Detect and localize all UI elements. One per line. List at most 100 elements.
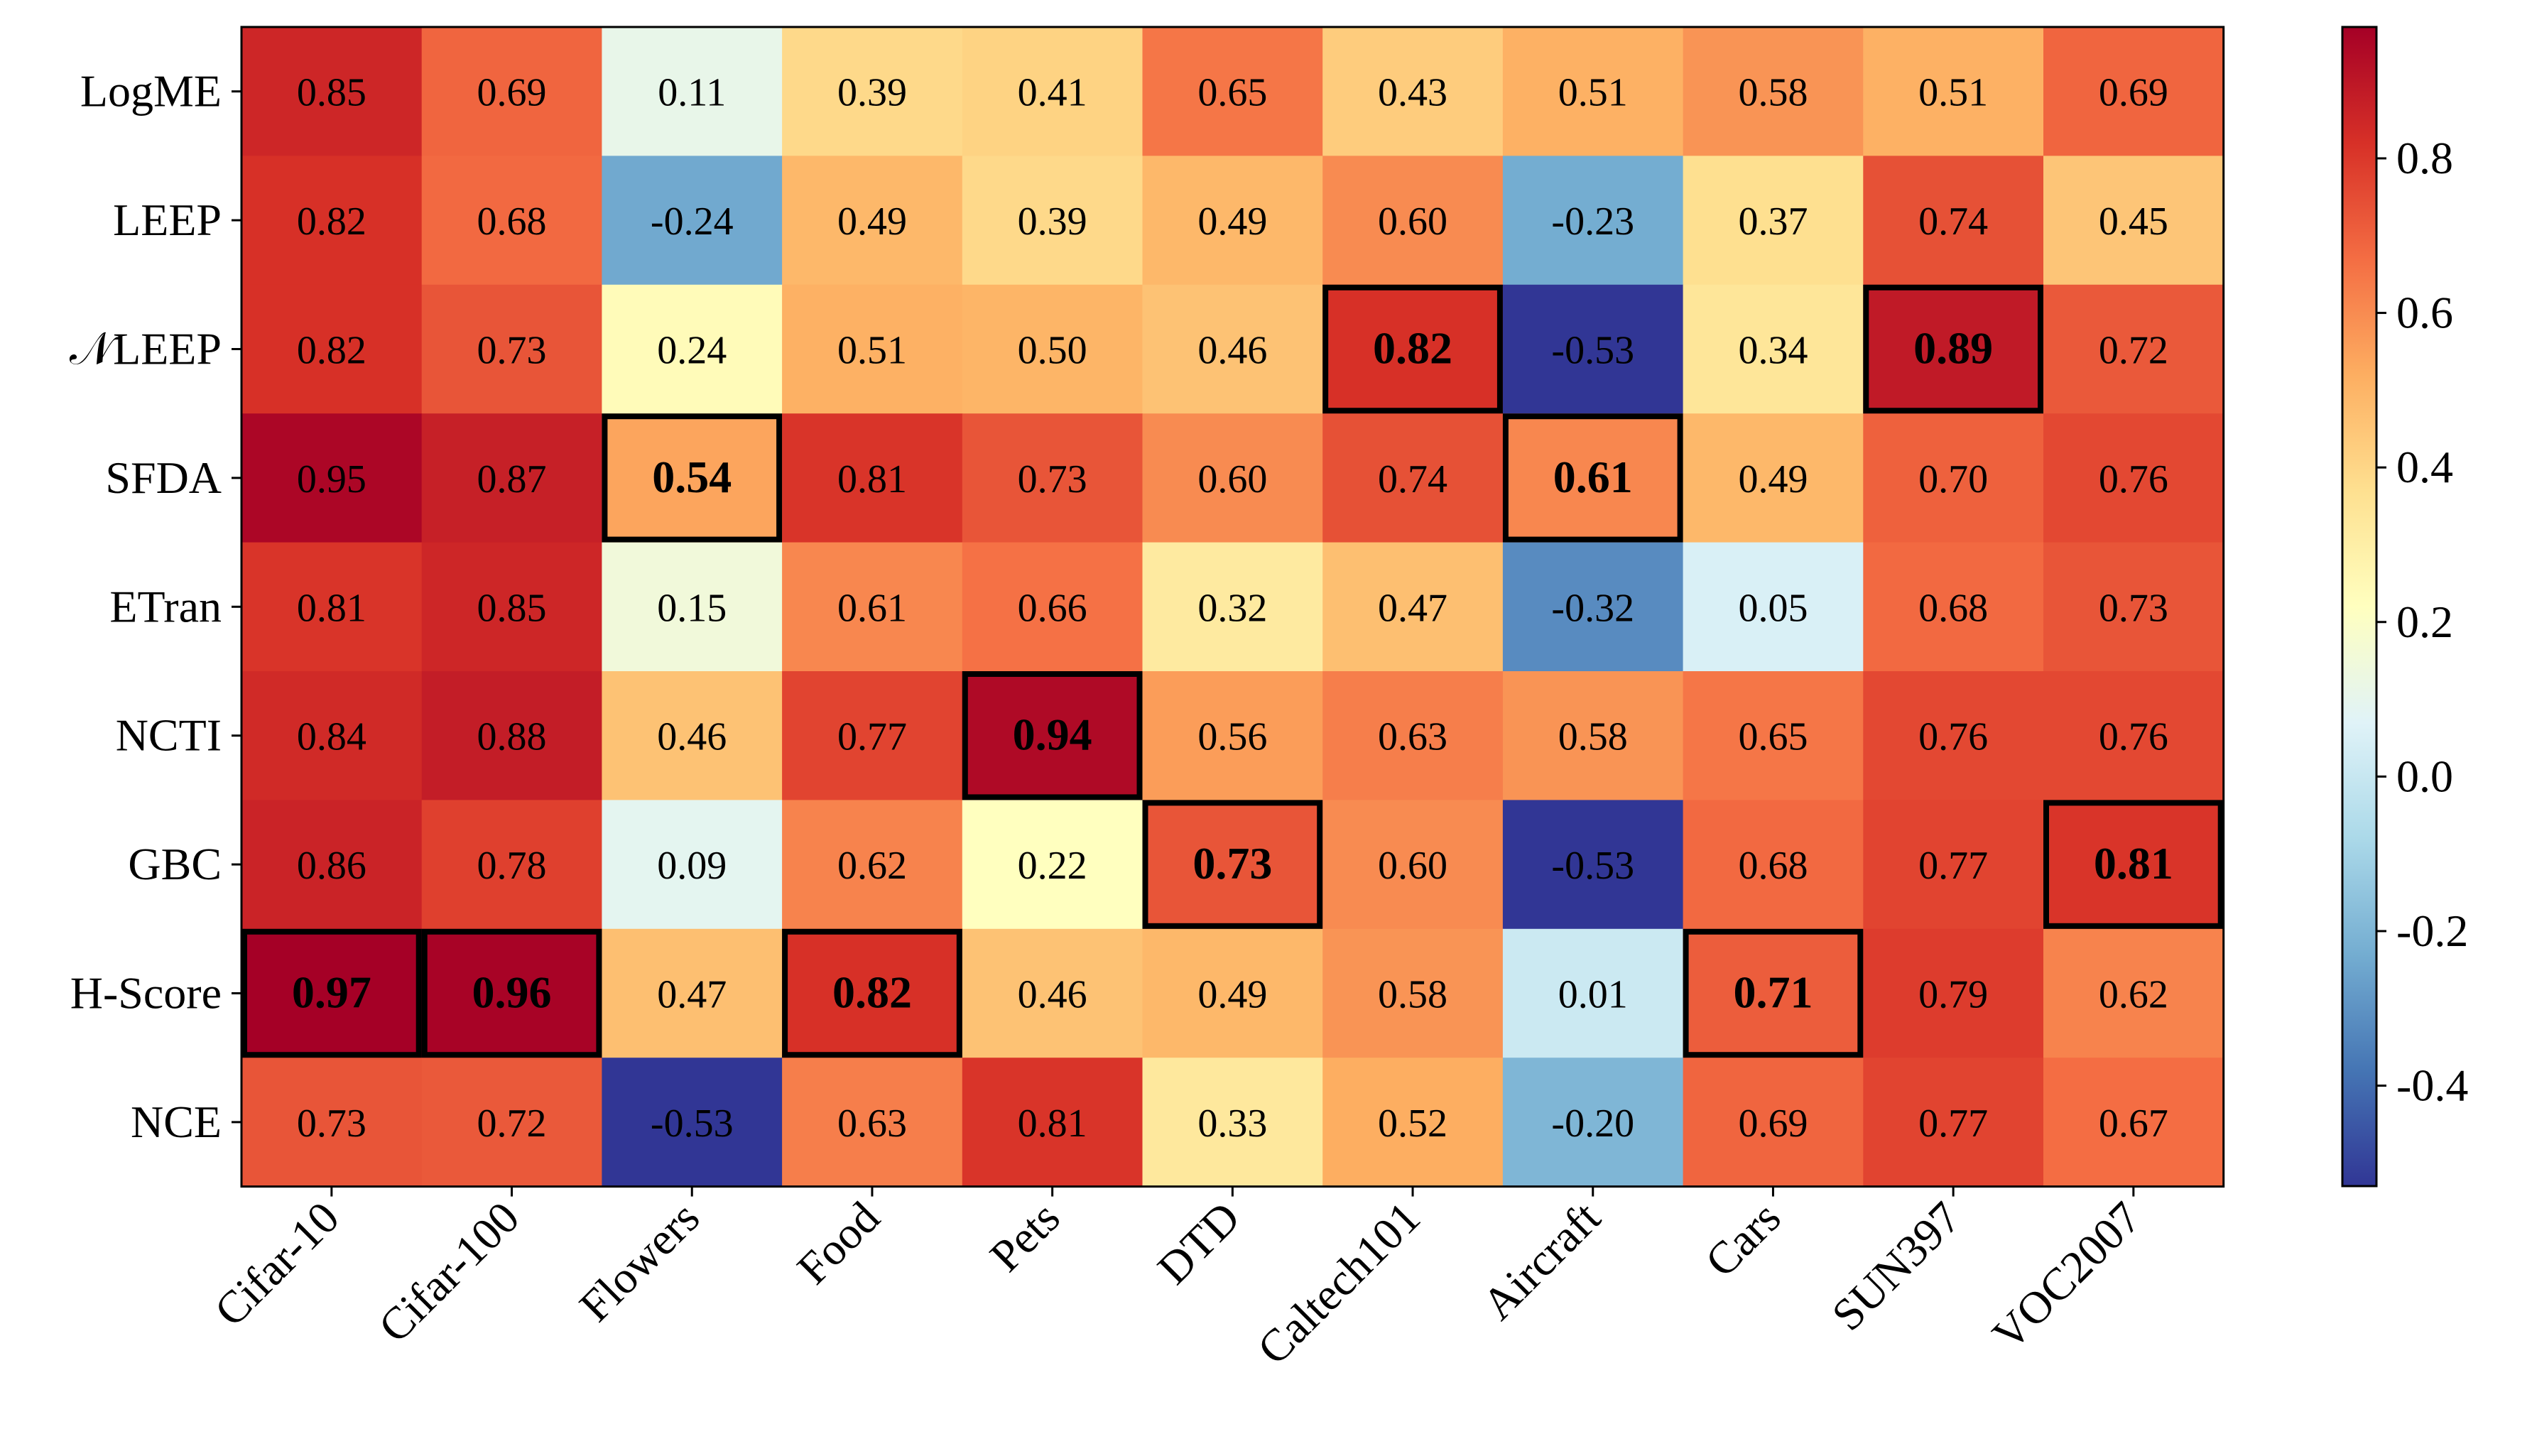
heatmap-cell xyxy=(1863,800,2044,930)
heatmap-cell xyxy=(962,1058,1143,1188)
x-tick-label-sun397: SUN397 xyxy=(1822,1192,1970,1340)
cell-value-label: 0.77 xyxy=(837,715,907,759)
heatmap-cell xyxy=(1683,800,1864,930)
heatmap-cell xyxy=(602,542,783,672)
cell-value-label: 0.76 xyxy=(2099,715,2168,759)
heatmap-cell xyxy=(1142,800,1323,930)
heatmap-cell xyxy=(1502,800,1684,930)
cell-value-label: 0.76 xyxy=(1918,715,1988,759)
cell-value-label: 0.46 xyxy=(657,715,727,759)
cell-value-label: 0.22 xyxy=(1018,844,1087,888)
heatmap-cell xyxy=(1502,413,1684,543)
heatmap-cell xyxy=(1502,1058,1684,1188)
cell-value-label: 0.69 xyxy=(477,71,547,115)
best-score-box xyxy=(1863,284,2044,414)
cell-value-label: 0.61 xyxy=(1553,452,1633,502)
cell-value-label: 0.46 xyxy=(1197,329,1267,373)
heatmap-cell xyxy=(782,27,963,156)
heatmap-cell xyxy=(2043,542,2224,672)
heatmap-cell xyxy=(2043,800,2224,930)
best-score-box xyxy=(602,413,783,543)
cell-value-label: 0.70 xyxy=(1918,457,1988,501)
cell-value-label: 0.71 xyxy=(1733,967,1813,1018)
x-tick-label-food: Food xyxy=(788,1192,889,1293)
heatmap-cell xyxy=(421,413,602,543)
heatmap-cell xyxy=(241,413,423,543)
cell-value-label: 0.89 xyxy=(1913,323,1993,374)
cell-value-label: 0.09 xyxy=(657,844,727,888)
x-tick-label-cifar-100: Cifar-100 xyxy=(369,1192,528,1352)
cell-value-label: 0.81 xyxy=(1018,1102,1087,1146)
cell-value-label: 0.77 xyxy=(1918,844,1988,888)
cell-value-label: 0.65 xyxy=(1197,71,1267,115)
cell-value-label: 0.96 xyxy=(472,967,552,1018)
cell-value-label: 0.87 xyxy=(477,457,547,501)
cell-value-label: 0.11 xyxy=(658,71,726,115)
cell-value-label: 0.63 xyxy=(837,1102,907,1146)
cell-value-label: 0.60 xyxy=(1378,844,1447,888)
cell-value-label: 0.45 xyxy=(2099,200,2168,244)
y-tick-label-logme: LogME xyxy=(80,66,222,116)
heatmap-cell xyxy=(782,1058,963,1188)
heatmap-cell xyxy=(2043,671,2224,800)
cell-value-label: 0.61 xyxy=(837,586,907,630)
heatmap-cell xyxy=(962,542,1143,672)
cell-value-label: 0.76 xyxy=(2099,457,2168,501)
cell-value-label: 0.58 xyxy=(1378,973,1447,1017)
cell-value-label: 0.73 xyxy=(2099,586,2168,630)
colorbar-bar xyxy=(2341,26,2378,1188)
cell-value-label: 0.82 xyxy=(832,967,912,1018)
heatmap-cell xyxy=(421,542,602,672)
colorbar: -0.4 -0.2 0.0 0.2 0.4 0.6 0.8 xyxy=(2341,26,2468,1188)
heatmap-cell xyxy=(602,671,783,800)
x-tick-label-caltech101: Caltech101 xyxy=(1248,1192,1430,1374)
heatmap-cell xyxy=(782,284,963,414)
y-tick-label-ncti: NCTI xyxy=(116,710,222,761)
cell-value-label: 0.82 xyxy=(297,329,366,373)
heatmap-cell xyxy=(962,27,1143,156)
cell-value-label: 0.77 xyxy=(1918,1102,1988,1146)
heatmap-cell xyxy=(1863,284,2044,414)
cell-value-label: 0.15 xyxy=(657,586,727,630)
colorbar-tick-label: -0.2 xyxy=(2396,906,2468,956)
x-tick-label-dtd: DTD xyxy=(1148,1192,1249,1293)
heatmap-cell xyxy=(241,671,423,800)
cell-value-label: 0.85 xyxy=(477,586,547,630)
heatmap-cell xyxy=(241,928,423,1058)
heatmap-cell xyxy=(241,156,423,286)
cell-value-label: 0.81 xyxy=(297,586,366,630)
heatmap-cell xyxy=(782,671,963,800)
x-tick-label-flowers: Flowers xyxy=(570,1192,709,1331)
cell-value-label: 0.47 xyxy=(657,973,727,1017)
best-score-box xyxy=(421,928,602,1058)
heatmap-cell xyxy=(2043,1058,2224,1188)
colorbar-tick-label: 0.8 xyxy=(2396,133,2453,183)
heatmap-cell xyxy=(602,800,783,930)
heatmap-cell xyxy=(1863,413,2044,543)
cell-value-label: 0.24 xyxy=(657,329,727,373)
best-score-highlights xyxy=(241,284,2224,1058)
heatmap-cell xyxy=(962,413,1143,543)
cell-value-label: 0.88 xyxy=(477,715,547,759)
cell-value-label: 0.49 xyxy=(1197,200,1267,244)
heatmap-cell xyxy=(1683,928,1864,1058)
cell-value-label: -0.53 xyxy=(651,1102,734,1146)
heatmap-cell xyxy=(1502,156,1684,286)
cell-value-label: -0.24 xyxy=(651,200,734,244)
heatmap-cell xyxy=(1502,542,1684,672)
cell-value-label: -0.23 xyxy=(1551,200,1634,244)
heatmap-cell xyxy=(1683,542,1864,672)
heatmap-cell xyxy=(1142,284,1323,414)
cell-value-label: 0.86 xyxy=(297,844,366,888)
cell-value-label: 0.51 xyxy=(837,329,907,373)
cell-value-label: 0.84 xyxy=(297,715,366,759)
cell-value-label: 0.68 xyxy=(1918,586,1988,630)
y-tick-label-leep: 𝒩LEEP xyxy=(70,324,222,374)
y-tick-label-sfda: SFDA xyxy=(105,452,222,503)
heatmap-cell xyxy=(421,156,602,286)
heatmap-cell xyxy=(241,800,423,930)
heatmap-cell xyxy=(962,284,1143,414)
cell-value-label: 0.62 xyxy=(2099,973,2168,1017)
